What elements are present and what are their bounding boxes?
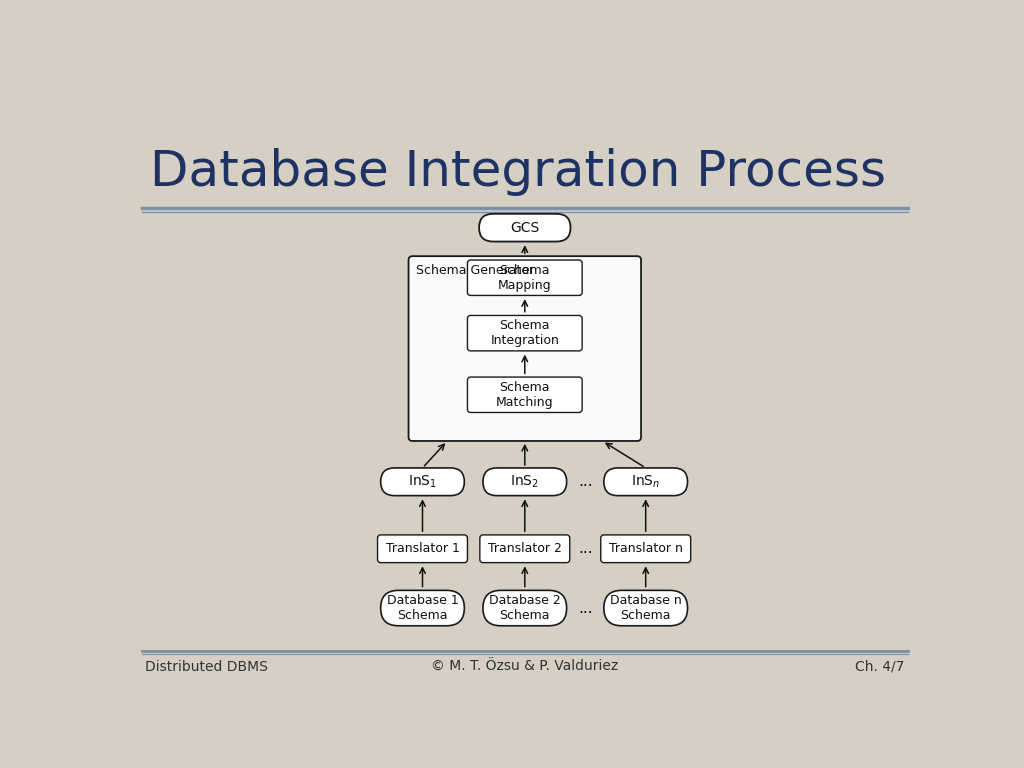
- Text: Database 2
Schema: Database 2 Schema: [488, 594, 561, 622]
- FancyBboxPatch shape: [483, 468, 566, 495]
- Text: Ch. 4/7: Ch. 4/7: [855, 660, 904, 674]
- FancyBboxPatch shape: [467, 316, 583, 351]
- FancyBboxPatch shape: [409, 257, 641, 441]
- FancyBboxPatch shape: [479, 214, 570, 242]
- Text: InS$_1$: InS$_1$: [408, 474, 437, 490]
- Text: ...: ...: [578, 601, 593, 616]
- FancyBboxPatch shape: [601, 535, 690, 563]
- Text: GCS: GCS: [510, 220, 540, 235]
- Text: Database 1
Schema: Database 1 Schema: [387, 594, 459, 622]
- FancyBboxPatch shape: [483, 591, 566, 626]
- FancyBboxPatch shape: [381, 591, 464, 626]
- FancyBboxPatch shape: [378, 535, 467, 563]
- Text: Database Integration Process: Database Integration Process: [150, 148, 886, 197]
- Text: Schema
Mapping: Schema Mapping: [498, 263, 552, 292]
- Text: InS$_2$: InS$_2$: [510, 474, 540, 490]
- Text: Schema
Integration: Schema Integration: [490, 319, 559, 347]
- Text: InS$_n$: InS$_n$: [631, 474, 660, 490]
- FancyBboxPatch shape: [381, 468, 464, 495]
- Text: Translator 2: Translator 2: [487, 542, 562, 555]
- Text: ...: ...: [578, 541, 593, 556]
- FancyBboxPatch shape: [480, 535, 569, 563]
- Text: Translator n: Translator n: [608, 542, 683, 555]
- Text: ...: ...: [578, 475, 593, 489]
- Text: Schema Generator: Schema Generator: [417, 264, 535, 277]
- Text: © M. T. Özsu & P. Valduriez: © M. T. Özsu & P. Valduriez: [431, 660, 618, 674]
- FancyBboxPatch shape: [467, 377, 583, 412]
- FancyBboxPatch shape: [467, 260, 583, 296]
- FancyBboxPatch shape: [604, 468, 687, 495]
- Text: Translator 1: Translator 1: [386, 542, 460, 555]
- Text: Distributed DBMS: Distributed DBMS: [145, 660, 268, 674]
- FancyBboxPatch shape: [604, 591, 687, 626]
- Text: Schema
Matching: Schema Matching: [496, 381, 554, 409]
- Text: Database n
Schema: Database n Schema: [610, 594, 682, 622]
